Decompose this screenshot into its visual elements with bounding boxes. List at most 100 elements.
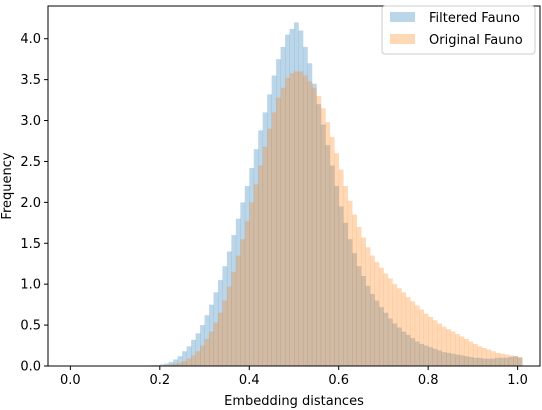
hist-bar <box>168 361 174 366</box>
hist-bar <box>276 59 281 366</box>
hist-bar <box>361 237 366 366</box>
hist-bar <box>374 300 380 366</box>
y-tick-label: 4.0 <box>20 32 41 47</box>
hist-bar <box>455 334 460 366</box>
series-1 <box>159 71 523 367</box>
hist-bar <box>365 285 371 366</box>
hist-bar <box>320 124 326 367</box>
hist-bar <box>289 28 295 367</box>
hist-bar <box>182 351 188 366</box>
hist-bar <box>513 356 518 366</box>
y-tick-label: 3.5 <box>20 73 41 88</box>
hist-bar <box>401 331 407 366</box>
hist-bar <box>423 313 429 366</box>
hist-bar <box>267 94 272 366</box>
hist-bar <box>387 318 393 366</box>
hist-bar <box>463 339 469 366</box>
hist-bar <box>329 165 335 366</box>
hist-bar <box>508 355 514 366</box>
hist-bar <box>356 266 362 366</box>
hist-bar <box>217 280 223 366</box>
hist-bar <box>459 355 465 366</box>
plot-frame <box>47 5 541 367</box>
hist-bar <box>267 128 272 366</box>
hist-bar <box>240 202 246 366</box>
hist-bar <box>477 346 483 366</box>
hist-bar <box>468 357 474 366</box>
y-tick-label: 0.5 <box>20 319 41 334</box>
hist-bar <box>490 358 496 366</box>
hist-bar <box>249 202 255 366</box>
hist-bar <box>486 349 492 366</box>
hist-bar <box>307 63 313 366</box>
hist-bar <box>177 356 183 366</box>
hist-bar <box>450 353 456 366</box>
hist-bar <box>334 186 340 366</box>
hist-bar <box>343 222 349 366</box>
hist-bar <box>240 239 246 366</box>
hist-bar <box>222 266 228 366</box>
legend-label-filtered: Filtered Fauno <box>429 11 520 26</box>
hist-bar <box>414 305 420 366</box>
hist-bar <box>468 341 474 366</box>
hist-bar <box>428 347 434 366</box>
hist-bar <box>217 312 223 366</box>
x-axis-label: Embedding distances <box>224 394 364 409</box>
hist-bar <box>164 363 170 366</box>
legend-label-original: Original Fauno <box>429 33 523 48</box>
hist-bar <box>182 361 188 366</box>
x-tick-label: 0.6 <box>328 373 349 388</box>
hist-bar <box>204 339 210 366</box>
hist-bar <box>209 304 214 366</box>
series-0 <box>150 22 523 367</box>
hist-bar <box>262 112 268 366</box>
hist-bar <box>320 108 326 366</box>
hist-bar <box>302 46 308 367</box>
hist-bar <box>490 351 496 366</box>
hist-bar <box>414 341 420 366</box>
hist-bar <box>517 357 523 366</box>
hist-bar <box>186 358 192 366</box>
hist-bar <box>244 221 250 366</box>
hist-bar <box>294 22 299 366</box>
hist-bar <box>347 239 353 366</box>
hist-bar <box>311 87 317 367</box>
hist-bar <box>329 136 335 366</box>
y-tick-label: 2.5 <box>20 155 41 170</box>
hist-bar <box>343 186 349 366</box>
x-tick-label: 0.8 <box>418 373 439 388</box>
hist-bar <box>504 357 510 366</box>
hist-bar <box>446 329 451 366</box>
hist-bar <box>378 267 384 366</box>
hist-bar <box>325 122 331 366</box>
hist-bar <box>455 354 460 366</box>
hist-bar <box>285 34 290 367</box>
hist-bar <box>472 357 478 366</box>
hist-bar <box>280 87 286 367</box>
hist-bar <box>446 352 451 366</box>
y-tick-label: 1.0 <box>20 278 41 293</box>
hist-bar <box>226 286 232 366</box>
hist-bar <box>437 350 442 366</box>
hist-bar <box>213 322 219 366</box>
hist-bar <box>168 364 174 366</box>
hist-bar <box>191 339 196 366</box>
hist-bar <box>383 273 389 366</box>
hist-bar <box>495 352 501 366</box>
hist-bar <box>195 351 201 366</box>
hist-bar <box>302 75 308 366</box>
hist-bar <box>495 357 501 366</box>
hist-bar <box>249 168 255 366</box>
hist-bar <box>285 78 290 366</box>
hist-bar <box>513 356 518 366</box>
hist-bar <box>356 226 362 366</box>
y-axis-ticks: 0.0 0.5 1.0 1.5 2.0 2.5 3.0 3.5 4.0 <box>20 32 48 375</box>
hist-bar <box>253 184 259 366</box>
hist-bar <box>481 358 487 366</box>
hist-bar <box>159 364 165 366</box>
hist-bar <box>361 276 366 366</box>
hist-bar <box>311 83 317 367</box>
hist-bar <box>173 359 179 366</box>
series-layer <box>150 22 523 367</box>
hist-bar <box>352 253 357 366</box>
